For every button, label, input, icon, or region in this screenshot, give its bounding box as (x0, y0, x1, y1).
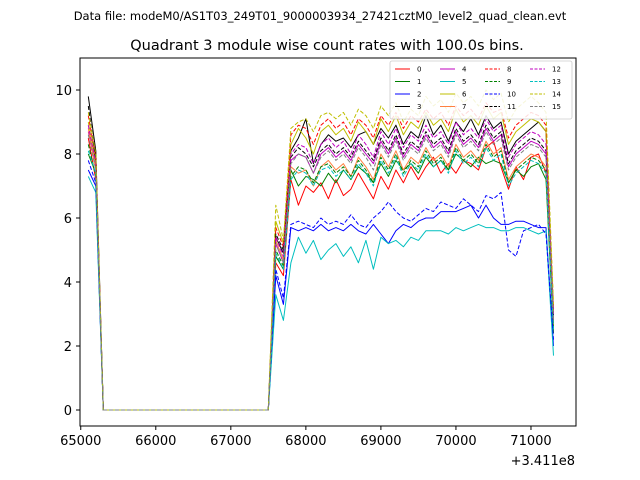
legend-label-5: 5 (462, 78, 466, 86)
series-line-9 (87, 143, 554, 411)
legend-label-15: 15 (552, 103, 561, 111)
data-file-header: Data file: modeM0/AS1T03_249T01_90000039… (74, 9, 567, 23)
legend-label-10: 10 (507, 91, 516, 99)
legend-label-6: 6 (462, 91, 467, 99)
y-tick-label-2: 2 (64, 340, 72, 355)
x-tick-label-69000: 69000 (360, 434, 401, 449)
series-line-15 (87, 131, 554, 411)
legend-label-0: 0 (417, 66, 421, 74)
y-tick-label-6: 6 (64, 212, 72, 227)
x-axis: 65000 66000 67000 68000 69000 70000 71000 (60, 426, 552, 449)
legend-label-7: 7 (462, 103, 466, 111)
x-tick-label-68000: 68000 (285, 434, 326, 449)
plot-frame (79, 57, 577, 427)
y-axis: 0 2 4 6 8 10 (55, 84, 80, 419)
legend-box (389, 60, 573, 120)
legend-label-11: 11 (507, 103, 516, 111)
legend-label-12: 12 (552, 66, 561, 74)
chart-title: Quadrant 3 module wise count rates with … (130, 38, 524, 54)
series-lines (87, 89, 554, 411)
x-axis-offset-text: +3.411e8 (511, 454, 575, 469)
legend-label-3: 3 (417, 103, 421, 111)
y-tick-label-4: 4 (64, 276, 72, 291)
x-tick-label-71000: 71000 (510, 434, 551, 449)
x-tick-label-65000: 65000 (60, 434, 101, 449)
y-tick-label-10: 10 (55, 84, 72, 99)
y-tick-label-0: 0 (64, 404, 72, 419)
legend-label-1: 1 (417, 78, 421, 86)
legend-label-9: 9 (507, 78, 511, 86)
legend-label-8: 8 (507, 66, 511, 74)
legend-label-4: 4 (462, 66, 467, 74)
x-tick-label-67000: 67000 (210, 434, 251, 449)
x-tick-label-66000: 66000 (135, 434, 176, 449)
legend-label-2: 2 (417, 91, 421, 99)
x-tick-label-70000: 70000 (435, 434, 476, 449)
legend-label-13: 13 (552, 78, 561, 86)
y-tick-label-8: 8 (64, 148, 72, 163)
legend-label-14: 14 (552, 91, 561, 99)
